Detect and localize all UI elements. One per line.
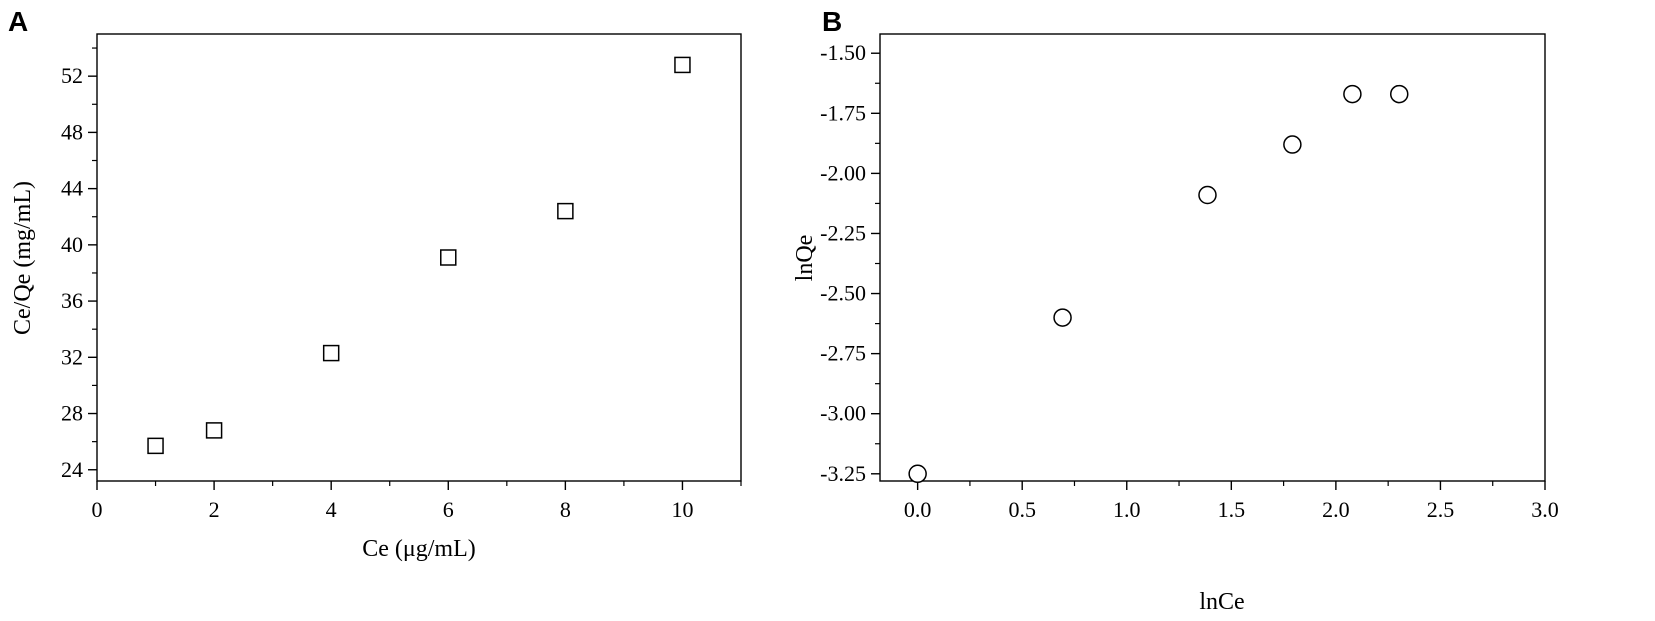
x-tick-label-b: 1.5: [1218, 497, 1246, 522]
y-tick-label-a: 36: [61, 288, 83, 313]
data-point-b: [1198, 185, 1217, 205]
x-axis-title-a: Ce (μg/mL): [362, 536, 476, 562]
x-tick-label-b: 3.0: [1531, 497, 1559, 522]
plot-frame-b: [879, 33, 1546, 482]
x-tick-label-b: 0.0: [904, 497, 932, 522]
y-tick-label-a: 32: [61, 344, 83, 369]
data-point-a: [147, 437, 164, 455]
y-tick-label-b: -2.25: [820, 220, 866, 245]
y-tick-label-a: 24: [61, 457, 83, 482]
x-tick-label-a: 4: [326, 497, 337, 522]
plot-frame-a: [96, 33, 742, 482]
y-tick-label-b: -2.00: [820, 160, 866, 185]
y-axis-title-a: Ce/Qe (mg/mL): [10, 181, 36, 335]
x-tick-label-b: 1.0: [1113, 497, 1141, 522]
data-point-b: [908, 464, 927, 484]
data-point-a: [674, 56, 691, 74]
data-point-a: [205, 422, 223, 439]
x-axis-title-b: lnCe: [1199, 589, 1244, 615]
y-tick-label-b: -2.75: [820, 341, 866, 366]
x-tick-label-a: 2: [209, 497, 220, 522]
panel-label-a: A: [8, 6, 29, 37]
data-point-b: [1283, 135, 1302, 154]
y-tick-label-a: 44: [61, 176, 83, 201]
data-point-a: [440, 249, 457, 266]
x-tick-label-a: 8: [560, 497, 571, 522]
x-tick-label-b: 2.5: [1427, 497, 1455, 522]
x-tick-label-b: 0.5: [1008, 497, 1036, 522]
data-point-a: [322, 344, 340, 362]
y-tick-label-a: 40: [61, 232, 83, 257]
y-tick-label-a: 48: [61, 119, 83, 144]
data-point-b: [1389, 84, 1409, 104]
x-tick-label-a: 10: [671, 497, 693, 522]
data-point-b: [1053, 308, 1072, 327]
y-axis-title-b: lnQe: [792, 235, 818, 282]
x-tick-label-b: 2.0: [1322, 497, 1350, 522]
y-tick-label-a: 28: [61, 401, 83, 426]
x-tick-label-a: 6: [443, 497, 454, 522]
y-tick-label-b: -3.00: [820, 401, 866, 426]
y-tick-label-b: -3.25: [820, 461, 866, 486]
data-point-b: [1343, 84, 1362, 104]
data-point-a: [557, 202, 574, 220]
y-tick-label-a: 52: [61, 63, 83, 88]
y-tick-label-b: -2.50: [820, 281, 866, 306]
y-tick-label-b: -1.75: [820, 100, 866, 125]
panel-label-b: B: [822, 6, 843, 37]
x-tick-label-a: 0: [92, 497, 103, 522]
y-tick-label-b: -1.50: [820, 40, 866, 65]
